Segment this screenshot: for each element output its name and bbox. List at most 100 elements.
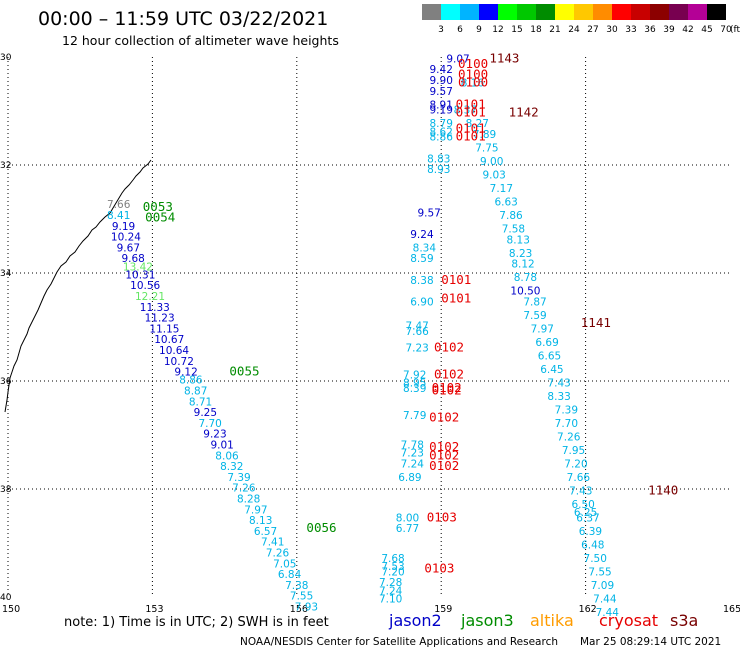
page-title: 00:00 – 11:59 UTC 03/22/2021 xyxy=(38,8,328,30)
wave-height-value: 9.00 xyxy=(480,156,503,168)
wave-height-value: 11.23 xyxy=(145,313,175,325)
wave-height-value: 7.26 xyxy=(232,483,256,495)
wave-height-value: 6.48 xyxy=(581,539,604,551)
wave-height-value: 7.66 xyxy=(405,326,429,338)
wave-height-value: 6.39 xyxy=(579,526,602,538)
wave-height-value: 8.32 xyxy=(220,461,243,473)
wave-height-value: 8.12 xyxy=(511,259,534,271)
pass-time-label: 1142 xyxy=(509,104,539,119)
pass-time-label: 0102 xyxy=(429,439,459,454)
wave-height-value: 8.93 xyxy=(427,164,450,176)
legend-label: 15 xyxy=(511,25,522,35)
wave-height-value: 10.56 xyxy=(130,280,160,292)
legend-label: 39 xyxy=(663,25,675,35)
wave-height-value: 8.86 xyxy=(179,375,203,387)
wave-height-value: 8.00 xyxy=(396,512,419,524)
lat-tick-label: 40 xyxy=(0,593,12,603)
wave-height-value: 6.77 xyxy=(396,523,419,535)
wave-height-value: 7.66 xyxy=(567,472,591,484)
wave-height-value: 7.05 xyxy=(273,558,296,570)
wave-height-value: 10.50 xyxy=(510,286,540,298)
wave-height-points: 7.668.419.1910.249.679.6813.4210.3110.56… xyxy=(107,53,619,619)
wave-height-value: 9.90 xyxy=(430,75,453,87)
wave-height-value: 7.47 xyxy=(405,321,428,333)
lat-tick-label: 30 xyxy=(0,53,12,63)
legend-label: 70 xyxy=(720,25,732,35)
wave-height-value: 7.86 xyxy=(499,210,523,222)
legend-label: 3 xyxy=(438,25,444,35)
wave-height-value: 6.69 xyxy=(535,337,558,349)
wave-height-value: 7.26 xyxy=(557,431,581,443)
legend-swatch xyxy=(669,4,688,20)
wave-height-value: 9.19 xyxy=(112,221,135,233)
pass-time-labels: 0053005400550056114311421141114001000100… xyxy=(143,50,679,575)
wave-height-value: 8.87 xyxy=(184,386,207,398)
legend-swatch xyxy=(536,4,555,20)
pass-time-label: 0053 xyxy=(143,199,173,214)
mission-label: cryosat xyxy=(599,611,658,630)
wave-height-value: 7.97 xyxy=(244,504,267,516)
wave-height-value: 7.10 xyxy=(379,593,402,605)
wave-height-value: 8.39 xyxy=(403,383,426,395)
legend-swatch xyxy=(612,4,631,20)
legend-label: 24 xyxy=(568,25,580,35)
wave-height-value: 8.13 xyxy=(507,234,530,246)
wave-height-value: 9.67 xyxy=(117,242,140,254)
lon-tick-label: 156 xyxy=(290,604,308,615)
wave-height-value: 8.71 xyxy=(189,396,212,408)
wave-height-value: 7.38 xyxy=(285,580,308,592)
wave-height-value: 7.50 xyxy=(584,553,607,565)
wave-height-value: 9.19 xyxy=(430,105,453,117)
pass-time-label: 0101 xyxy=(441,272,471,287)
lat-tick-label: 36 xyxy=(0,377,12,387)
pass-time-label: 0101 xyxy=(456,121,486,136)
wave-height-value: 10.72 xyxy=(164,356,194,368)
wave-height-value: 11.15 xyxy=(149,323,179,335)
wave-height-value: 9.57 xyxy=(430,86,453,98)
wave-height-value: 8.41 xyxy=(107,210,130,222)
legend-label: 45 xyxy=(701,25,712,35)
wave-height-value: 8.28 xyxy=(237,494,260,506)
wave-height-value: 7.79 xyxy=(403,410,426,422)
pass-time-label: 0056 xyxy=(306,520,336,535)
pass-time-label: 1140 xyxy=(648,482,678,497)
legend-label: 42 xyxy=(682,25,693,35)
legend-swatch xyxy=(498,4,517,20)
wave-height-value: 9.42 xyxy=(430,64,453,76)
legend-swatch xyxy=(574,4,593,20)
wave-height-value: 7.26 xyxy=(266,548,290,560)
wave-height-value: 8.59 xyxy=(410,253,433,265)
wave-height-value: 7.78 xyxy=(401,440,424,452)
legend-swatch xyxy=(631,4,650,20)
pass-time-label: 0101 xyxy=(456,129,486,144)
legend-label: 9 xyxy=(476,25,482,35)
wave-height-value: 10.67 xyxy=(154,334,184,346)
wave-height-value: 13.42 xyxy=(123,261,153,273)
wave-height-value: 7.20 xyxy=(564,458,587,470)
pass-time-label: 0102 xyxy=(429,458,459,473)
wave-height-value: 8.86 xyxy=(430,132,454,144)
mission-label: s3a xyxy=(670,611,698,630)
wave-height-value: 7.39 xyxy=(555,404,578,416)
pass-time-label: 0102 xyxy=(429,447,459,462)
wave-height-value: 7.43 xyxy=(569,485,592,497)
wave-height-value: 7.70 xyxy=(198,418,221,430)
pass-time-label: 0055 xyxy=(229,364,259,379)
pass-time-label: 0101 xyxy=(441,291,471,306)
pass-time-label: 0100 xyxy=(458,56,488,71)
wave-height-value: 8.37 xyxy=(454,105,477,117)
wave-height-value: 9.01 xyxy=(210,440,233,452)
wave-height-value: 7.75 xyxy=(475,143,498,155)
wave-height-value: 9.07 xyxy=(446,53,469,65)
pass-time-label: 0054 xyxy=(145,210,175,225)
legend-label: 27 xyxy=(587,25,598,35)
lat-tick-label: 32 xyxy=(0,161,11,171)
wave-height-value: 12.21 xyxy=(135,291,165,303)
pass-time-label: 0102 xyxy=(429,410,459,425)
legend-unit: (ft) xyxy=(730,25,740,35)
wave-height-value: 10.24 xyxy=(111,232,141,244)
wave-height-value: 8.38 xyxy=(410,275,433,287)
